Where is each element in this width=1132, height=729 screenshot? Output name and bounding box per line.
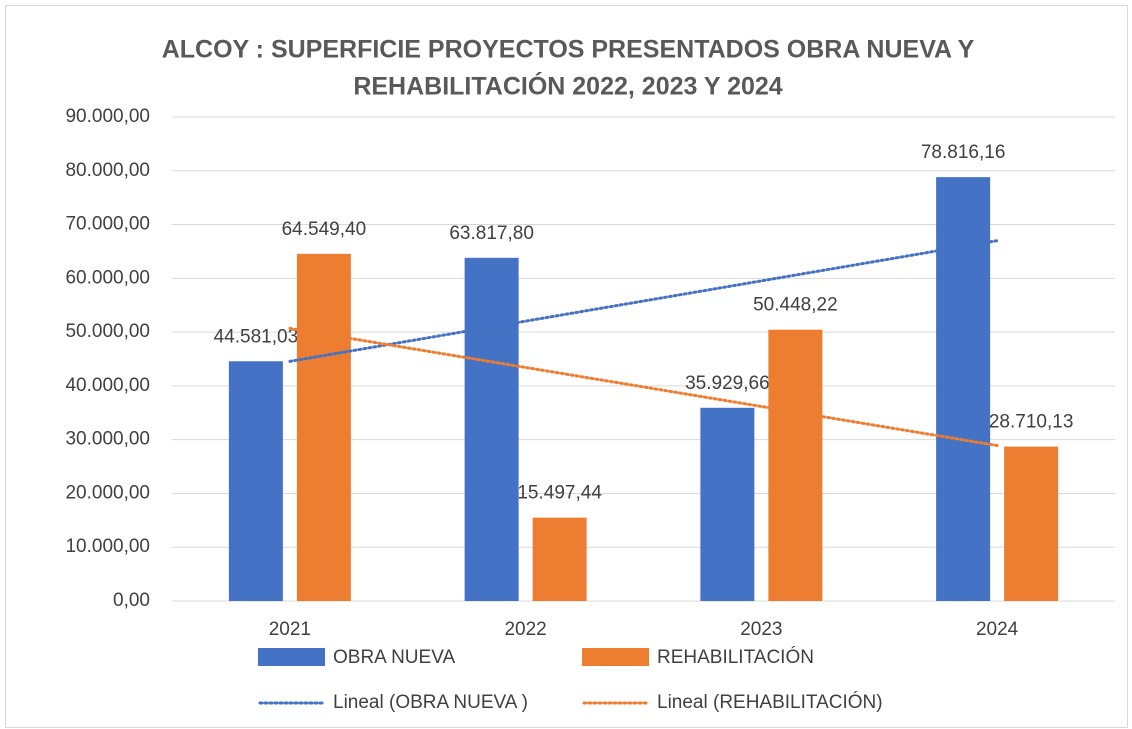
y-tick-label: 20.000,00 [65, 482, 150, 503]
bar [700, 407, 755, 601]
chart-title: ALCOY : SUPERFICIE PROYECTOS PRESENTADOS… [162, 36, 975, 64]
legend-label: Lineal (OBRA NUEVA ) [333, 692, 528, 713]
chart-title: REHABILITACIÓN 2022, 2023 Y 2024 [353, 71, 782, 101]
bar [768, 329, 823, 601]
data-label: 50.448,22 [753, 295, 838, 316]
bar [1004, 446, 1059, 601]
y-tick-label: 30.000,00 [65, 429, 150, 450]
data-label: 35.929,66 [685, 373, 770, 394]
data-label: 28.710,13 [989, 412, 1074, 433]
bar [532, 517, 587, 601]
x-tick-label: 2022 [504, 619, 546, 640]
legend-label: REHABILITACIÓN [657, 646, 814, 668]
data-label: 78.816,16 [921, 142, 1006, 163]
legend-swatch [258, 648, 325, 666]
data-label: 63.817,80 [449, 223, 534, 244]
y-tick-label: 50.000,00 [65, 321, 150, 342]
bar [296, 253, 351, 601]
y-tick-label: 90.000,00 [65, 106, 150, 127]
data-label: 64.549,40 [282, 219, 367, 240]
y-tick-label: 70.000,00 [65, 214, 150, 235]
bar [464, 257, 519, 601]
data-label: 44.581,03 [214, 326, 299, 347]
y-tick-label: 60.000,00 [65, 267, 150, 288]
y-tick-label: 40.000,00 [65, 375, 150, 396]
bar [936, 177, 991, 601]
x-tick-label: 2021 [269, 619, 311, 640]
y-tick-label: 80.000,00 [65, 160, 150, 181]
trendline [288, 239, 999, 363]
x-tick-label: 2024 [976, 619, 1019, 640]
y-tick-label: 10.000,00 [65, 536, 150, 557]
legend-swatch [582, 648, 649, 666]
trendline [288, 326, 999, 447]
legend-label: OBRA NUEVA [333, 647, 455, 668]
x-tick-label: 2023 [740, 619, 782, 640]
y-tick-label: 0,00 [113, 590, 150, 611]
data-label: 15.497,44 [517, 483, 602, 504]
legend-label: Lineal (REHABILITACIÓN) [657, 691, 883, 713]
bar [228, 361, 283, 601]
